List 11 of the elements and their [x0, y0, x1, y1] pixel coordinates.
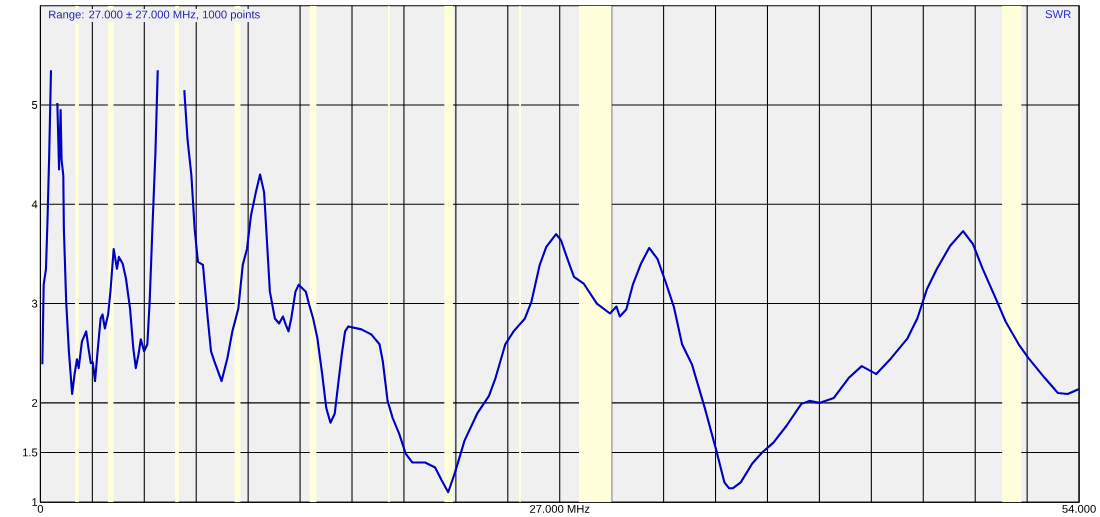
x-tick-label: 0 — [37, 505, 44, 514]
x-tick-label: 54.000 — [1062, 505, 1096, 514]
text: SWR — [1045, 10, 1071, 19]
y-tick-label: 1.5 — [22, 448, 38, 457]
y-tick-label: 2 — [32, 399, 38, 408]
y-tick-label: 5 — [31, 101, 38, 110]
y-tick-label: 3 — [31, 299, 38, 308]
annotation: Range: 27.000 ± 27.000 MHz, 1000 points — [49, 10, 260, 21]
y-tick-label: 1 — [32, 498, 38, 507]
y-tick-label: 4 — [31, 200, 38, 209]
x-tick-label: 27.000 MHz — [530, 505, 590, 514]
